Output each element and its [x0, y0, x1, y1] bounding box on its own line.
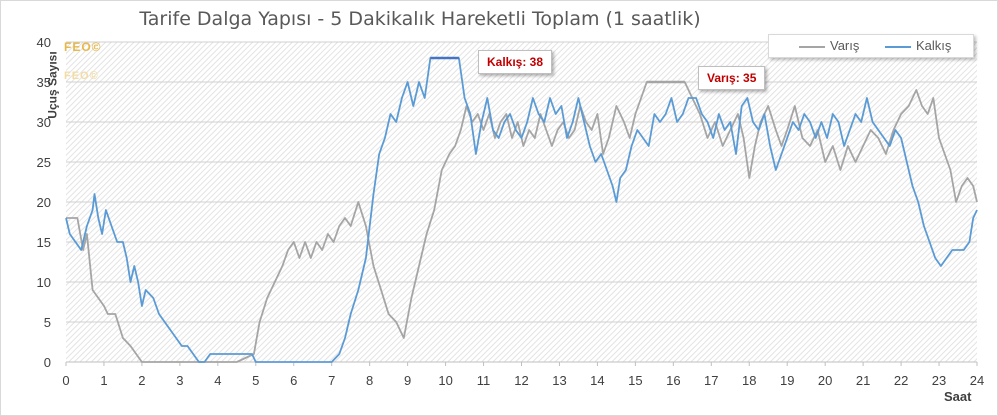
legend-swatch-arrivals [799, 45, 825, 48]
y-tick-label: 30 [37, 115, 51, 130]
x-tick-label: 6 [290, 373, 297, 388]
x-tick-label: 24 [970, 373, 984, 388]
legend-label-arrivals: Varış [830, 38, 860, 53]
legend-item-departures: Kalkış [885, 38, 951, 54]
watermark-logo-faded: FEO© [64, 70, 99, 82]
series-line-departures [65, 57, 978, 363]
x-tick-label: 7 [328, 373, 335, 388]
x-tick-label: 2 [138, 373, 145, 388]
x-tick-label: 4 [214, 373, 221, 388]
y-tick-label: 35 [37, 75, 51, 90]
x-tick-label: 13 [552, 373, 566, 388]
x-tick-label: 22 [894, 373, 908, 388]
y-tick-label: 40 [37, 35, 51, 50]
chart-title: Tarife Dalga Yapısı - 5 Dakikalık Hareke… [139, 8, 701, 30]
y-tick-label: 0 [44, 355, 51, 370]
y-tick-label: 25 [37, 155, 51, 170]
chart-legend: Varış Kalkış [768, 34, 974, 58]
x-tick-label: 19 [780, 373, 794, 388]
x-tick-label: 9 [404, 373, 411, 388]
x-tick-label: 18 [742, 373, 756, 388]
legend-item-arrivals: Varış [799, 38, 859, 54]
x-tick-label: 17 [704, 373, 718, 388]
x-tick-label: 16 [666, 373, 680, 388]
x-tick-label: 8 [366, 373, 373, 388]
x-tick-label: 21 [856, 373, 870, 388]
y-tick-label: 10 [37, 275, 51, 290]
x-tick-label: 20 [818, 373, 832, 388]
x-tick-label: 10 [438, 373, 452, 388]
x-tick-label: 5 [252, 373, 259, 388]
y-axis-title: Uçuş Sayısı [45, 51, 60, 119]
x-tick-label: 3 [176, 373, 183, 388]
x-tick-label: 11 [477, 373, 491, 388]
x-tick-label: 1 [100, 373, 107, 388]
x-tick-label: 12 [514, 373, 528, 388]
y-tick-label: 15 [37, 235, 51, 250]
x-axis-title: Saat [944, 389, 972, 404]
legend-swatch-departures [885, 45, 911, 48]
watermark-logo: FEO© [64, 40, 102, 54]
x-tick-label: 0 [62, 373, 69, 388]
legend-label-departures: Kalkış [916, 38, 952, 53]
x-tick-label: 23 [932, 373, 946, 388]
y-tick-label: 5 [44, 315, 51, 330]
y-tick-label: 20 [37, 195, 51, 210]
callout-peak-departures: Kalkış: 38 [478, 50, 553, 74]
callout-peak-arrivals: Varış: 35 [698, 66, 766, 90]
x-tick-label: 14 [590, 373, 604, 388]
x-tick-label: 15 [628, 373, 642, 388]
